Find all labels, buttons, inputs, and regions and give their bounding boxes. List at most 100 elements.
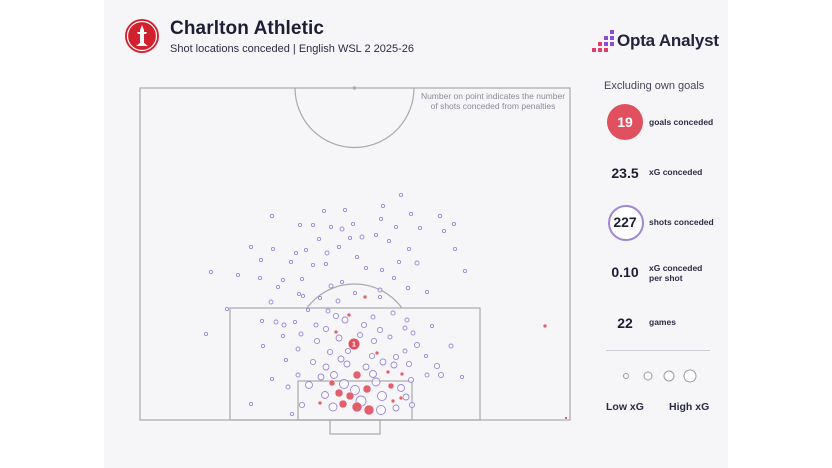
shot-point-69	[281, 322, 287, 328]
shot-point-0	[398, 192, 404, 198]
shot-point-130	[289, 411, 295, 417]
shot-point-81	[313, 337, 321, 345]
shot-point-16	[441, 228, 447, 234]
shot-point-74	[376, 326, 384, 334]
shot-point-73	[360, 321, 368, 329]
legend-circle-l	[683, 369, 697, 383]
shot-point-50	[352, 290, 358, 296]
shot-point-44	[339, 279, 345, 285]
shot-point-14	[451, 221, 457, 227]
shot-point-103	[330, 371, 338, 379]
shot-point-96	[402, 348, 408, 354]
shot-point-49	[328, 283, 334, 289]
goals-circle	[607, 104, 643, 140]
shot-point-28	[354, 254, 360, 260]
shot-point-62	[332, 312, 340, 320]
shots-conceded-value: 227	[613, 214, 637, 230]
xg-size-legend	[623, 369, 697, 383]
shot-point-45	[391, 275, 397, 281]
shot-point-42	[280, 277, 286, 283]
shot-point-5	[408, 211, 414, 217]
pitch-outline	[139, 87, 571, 421]
shot-point-87	[448, 343, 454, 349]
shot-point-108	[405, 360, 413, 368]
shot-point-83	[356, 331, 364, 339]
shot-point-89	[295, 346, 301, 352]
goal-point-5	[385, 369, 391, 375]
page-subtitle: Shot locations conceded | English WSL 2 …	[170, 43, 414, 55]
shot-point-71	[313, 322, 319, 328]
goals-conceded-value: 19	[617, 114, 633, 130]
shot-point-34	[323, 261, 329, 267]
brand-name: Opta Analyst	[617, 31, 719, 50]
shot-point-24	[293, 250, 299, 256]
shot-point-102	[322, 363, 330, 371]
shot-point-64	[370, 314, 376, 320]
shot-point-115	[339, 379, 349, 389]
games-value: 22	[617, 315, 633, 331]
shot-point-72	[322, 325, 330, 333]
penalty-note: Number on point indicates the number of …	[420, 91, 566, 111]
shot-point-40	[235, 272, 241, 278]
shot-point-84	[370, 337, 378, 345]
shot-point-7	[378, 216, 384, 222]
shot-point-77	[429, 323, 435, 329]
shot-point-97	[423, 353, 429, 359]
shot-point-111	[269, 376, 275, 382]
shot-point-12	[350, 221, 356, 227]
shot-point-113	[305, 381, 313, 389]
shot-point-78	[203, 331, 209, 337]
shot-point-98	[433, 362, 441, 370]
xg-per-shot-value: 0.10	[611, 264, 639, 280]
shot-point-110	[459, 374, 465, 380]
shot-point-18	[347, 235, 353, 241]
pitch-lines	[139, 86, 571, 435]
shot-point-22	[248, 244, 254, 250]
xg-conceded-value: 23.5	[611, 165, 639, 181]
shot-point-55	[317, 295, 323, 301]
shot-point-35	[363, 265, 369, 271]
shot-point-63	[341, 316, 349, 324]
shot-point-39	[208, 269, 214, 275]
shot-point-15	[417, 225, 423, 231]
shot-point-91	[337, 355, 345, 363]
shot-point-129	[392, 404, 400, 412]
games-label: games	[649, 317, 676, 327]
goal-point-16	[390, 398, 396, 404]
shot-point-17	[316, 236, 322, 242]
shot-point-48	[296, 291, 302, 297]
opta-dots-icon	[592, 30, 614, 52]
shot-point-2	[342, 207, 348, 213]
shot-point-66	[404, 317, 410, 323]
penalty-layer: 1	[348, 338, 360, 350]
legend-circle-m	[663, 370, 675, 382]
shot-point-104	[343, 360, 351, 368]
shot-point-101	[309, 358, 317, 366]
shot-point-21	[386, 238, 392, 244]
shot-point-57	[377, 294, 383, 300]
shot-point-99	[437, 371, 445, 379]
shots-conceded-label: shots conceded	[649, 217, 714, 227]
shot-point-112	[295, 372, 301, 378]
shot-point-51	[377, 287, 383, 293]
shot-point-32	[288, 259, 294, 265]
shot-point-46	[462, 268, 468, 274]
shot-point-127	[376, 405, 386, 415]
shot-point-25	[303, 247, 309, 253]
stats-divider	[606, 350, 710, 351]
shot-point-100	[283, 357, 289, 363]
goal-point-17	[398, 395, 404, 401]
shot-point-85	[387, 334, 393, 340]
shot-point-124	[248, 401, 254, 407]
shot-point-107	[390, 361, 398, 369]
shot-point-75	[402, 325, 408, 331]
shot-point-67	[259, 318, 265, 324]
shot-point-6	[437, 213, 443, 219]
shot-point-31	[258, 257, 264, 263]
shot-point-126	[328, 402, 338, 412]
goal-point-12	[351, 401, 363, 413]
shot-point-118	[407, 376, 415, 384]
legend-low-label: Low xG	[606, 401, 644, 413]
goal-point-15	[317, 400, 323, 406]
